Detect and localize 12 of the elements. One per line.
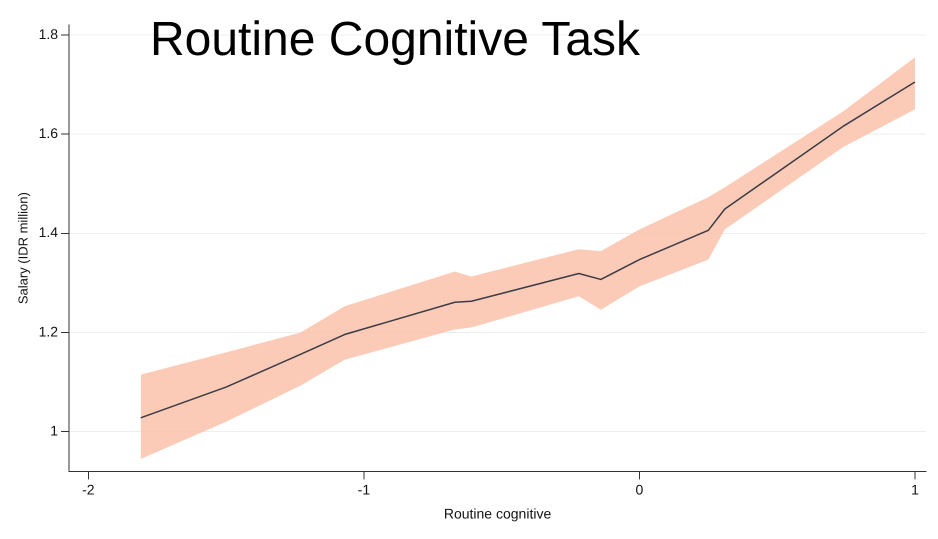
y-axis-title: Salary (IDR million): [15, 192, 30, 304]
x-tick-label: 1: [911, 482, 920, 498]
x-tick-label: -2: [82, 482, 95, 498]
x-tick-label: -1: [358, 482, 370, 498]
y-tick-label: 1.8: [38, 26, 58, 42]
chart-title: Routine Cognitive Task: [150, 12, 640, 67]
x-tick-label: 0: [636, 482, 644, 498]
y-tick-label: 1.4: [38, 224, 58, 240]
y-tick-label: 1: [50, 422, 58, 439]
x-axis-title: Routine cognitive: [444, 505, 552, 522]
y-tick-label: 1.2: [38, 323, 58, 340]
y-tick-label: 1.6: [38, 124, 58, 141]
